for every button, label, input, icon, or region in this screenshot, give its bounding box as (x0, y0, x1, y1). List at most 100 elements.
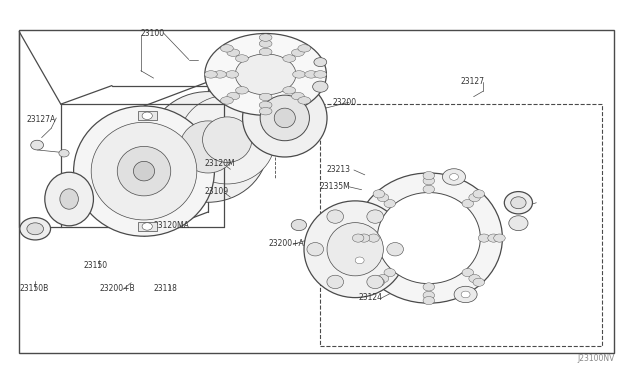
Ellipse shape (218, 89, 237, 97)
Ellipse shape (473, 190, 484, 198)
Ellipse shape (91, 122, 197, 220)
Ellipse shape (509, 216, 528, 231)
Ellipse shape (205, 33, 326, 115)
Ellipse shape (214, 71, 227, 78)
Ellipse shape (148, 92, 268, 202)
Text: 23118: 23118 (154, 284, 177, 293)
Text: 23156: 23156 (506, 200, 530, 209)
Bar (19, 30, 614, 353)
Ellipse shape (387, 243, 403, 256)
Ellipse shape (423, 283, 435, 291)
Bar (138, 111, 157, 121)
Ellipse shape (260, 95, 310, 141)
Ellipse shape (275, 108, 296, 128)
Ellipse shape (31, 140, 44, 150)
Ellipse shape (373, 190, 385, 198)
Ellipse shape (283, 55, 296, 62)
Ellipse shape (504, 192, 532, 214)
Text: 23150: 23150 (83, 262, 108, 270)
Ellipse shape (259, 108, 272, 115)
Ellipse shape (423, 185, 435, 193)
Text: 23120M: 23120M (205, 159, 236, 168)
Ellipse shape (423, 291, 435, 299)
Ellipse shape (142, 223, 152, 230)
Ellipse shape (469, 193, 481, 202)
Text: 23200: 23200 (333, 98, 357, 107)
Ellipse shape (373, 278, 385, 286)
Ellipse shape (202, 117, 252, 163)
Ellipse shape (259, 48, 272, 55)
Text: 23127: 23127 (461, 77, 485, 86)
Ellipse shape (304, 201, 406, 298)
Ellipse shape (60, 189, 78, 209)
Ellipse shape (462, 269, 474, 277)
Ellipse shape (462, 199, 474, 208)
Ellipse shape (283, 87, 296, 94)
Ellipse shape (292, 71, 305, 78)
Ellipse shape (307, 243, 324, 256)
Ellipse shape (259, 93, 272, 101)
Ellipse shape (291, 49, 304, 57)
Ellipse shape (423, 296, 435, 305)
Ellipse shape (449, 174, 458, 180)
Ellipse shape (378, 193, 480, 283)
Ellipse shape (291, 92, 304, 100)
Ellipse shape (454, 286, 477, 303)
Ellipse shape (291, 219, 307, 231)
Ellipse shape (327, 275, 344, 289)
Text: 23102: 23102 (243, 44, 268, 53)
Ellipse shape (227, 92, 240, 100)
Ellipse shape (259, 40, 272, 48)
Ellipse shape (221, 97, 234, 104)
Ellipse shape (469, 275, 481, 283)
Text: 23213: 23213 (326, 165, 351, 174)
Ellipse shape (473, 278, 484, 286)
Ellipse shape (134, 161, 155, 181)
Ellipse shape (226, 71, 239, 78)
Ellipse shape (423, 171, 435, 180)
Ellipse shape (74, 106, 214, 236)
Ellipse shape (377, 275, 388, 283)
Ellipse shape (117, 146, 171, 196)
Ellipse shape (348, 252, 371, 269)
Ellipse shape (27, 223, 44, 235)
Ellipse shape (305, 71, 317, 78)
Text: J23100NV: J23100NV (577, 355, 614, 363)
Ellipse shape (312, 81, 328, 92)
Ellipse shape (488, 234, 499, 242)
Ellipse shape (423, 177, 435, 185)
Ellipse shape (142, 112, 152, 119)
Ellipse shape (358, 234, 370, 242)
Text: 23200+A: 23200+A (269, 239, 305, 248)
Ellipse shape (236, 55, 248, 62)
Ellipse shape (353, 234, 364, 242)
Text: 23120MA: 23120MA (154, 221, 189, 230)
Ellipse shape (384, 269, 396, 277)
Ellipse shape (227, 49, 240, 57)
Ellipse shape (20, 218, 51, 240)
Ellipse shape (314, 71, 326, 78)
Text: 23127A: 23127A (27, 115, 56, 124)
Ellipse shape (355, 257, 364, 264)
Ellipse shape (327, 210, 344, 223)
Ellipse shape (478, 234, 490, 242)
Bar (138, 222, 157, 231)
Ellipse shape (461, 291, 470, 298)
Text: 23150B: 23150B (19, 284, 49, 293)
Ellipse shape (384, 199, 396, 208)
Ellipse shape (259, 101, 272, 109)
Text: 23109: 23109 (205, 187, 229, 196)
Ellipse shape (243, 79, 327, 157)
Text: 23200+B: 23200+B (99, 284, 135, 293)
Text: 23135M: 23135M (320, 182, 351, 190)
Text: 23124: 23124 (358, 293, 383, 302)
Ellipse shape (368, 234, 380, 242)
Ellipse shape (259, 34, 272, 41)
Ellipse shape (355, 173, 502, 303)
Ellipse shape (314, 58, 326, 67)
Text: 23100: 23100 (141, 29, 165, 38)
Ellipse shape (236, 87, 248, 94)
Ellipse shape (221, 45, 234, 52)
Ellipse shape (442, 169, 465, 185)
Ellipse shape (377, 193, 388, 202)
